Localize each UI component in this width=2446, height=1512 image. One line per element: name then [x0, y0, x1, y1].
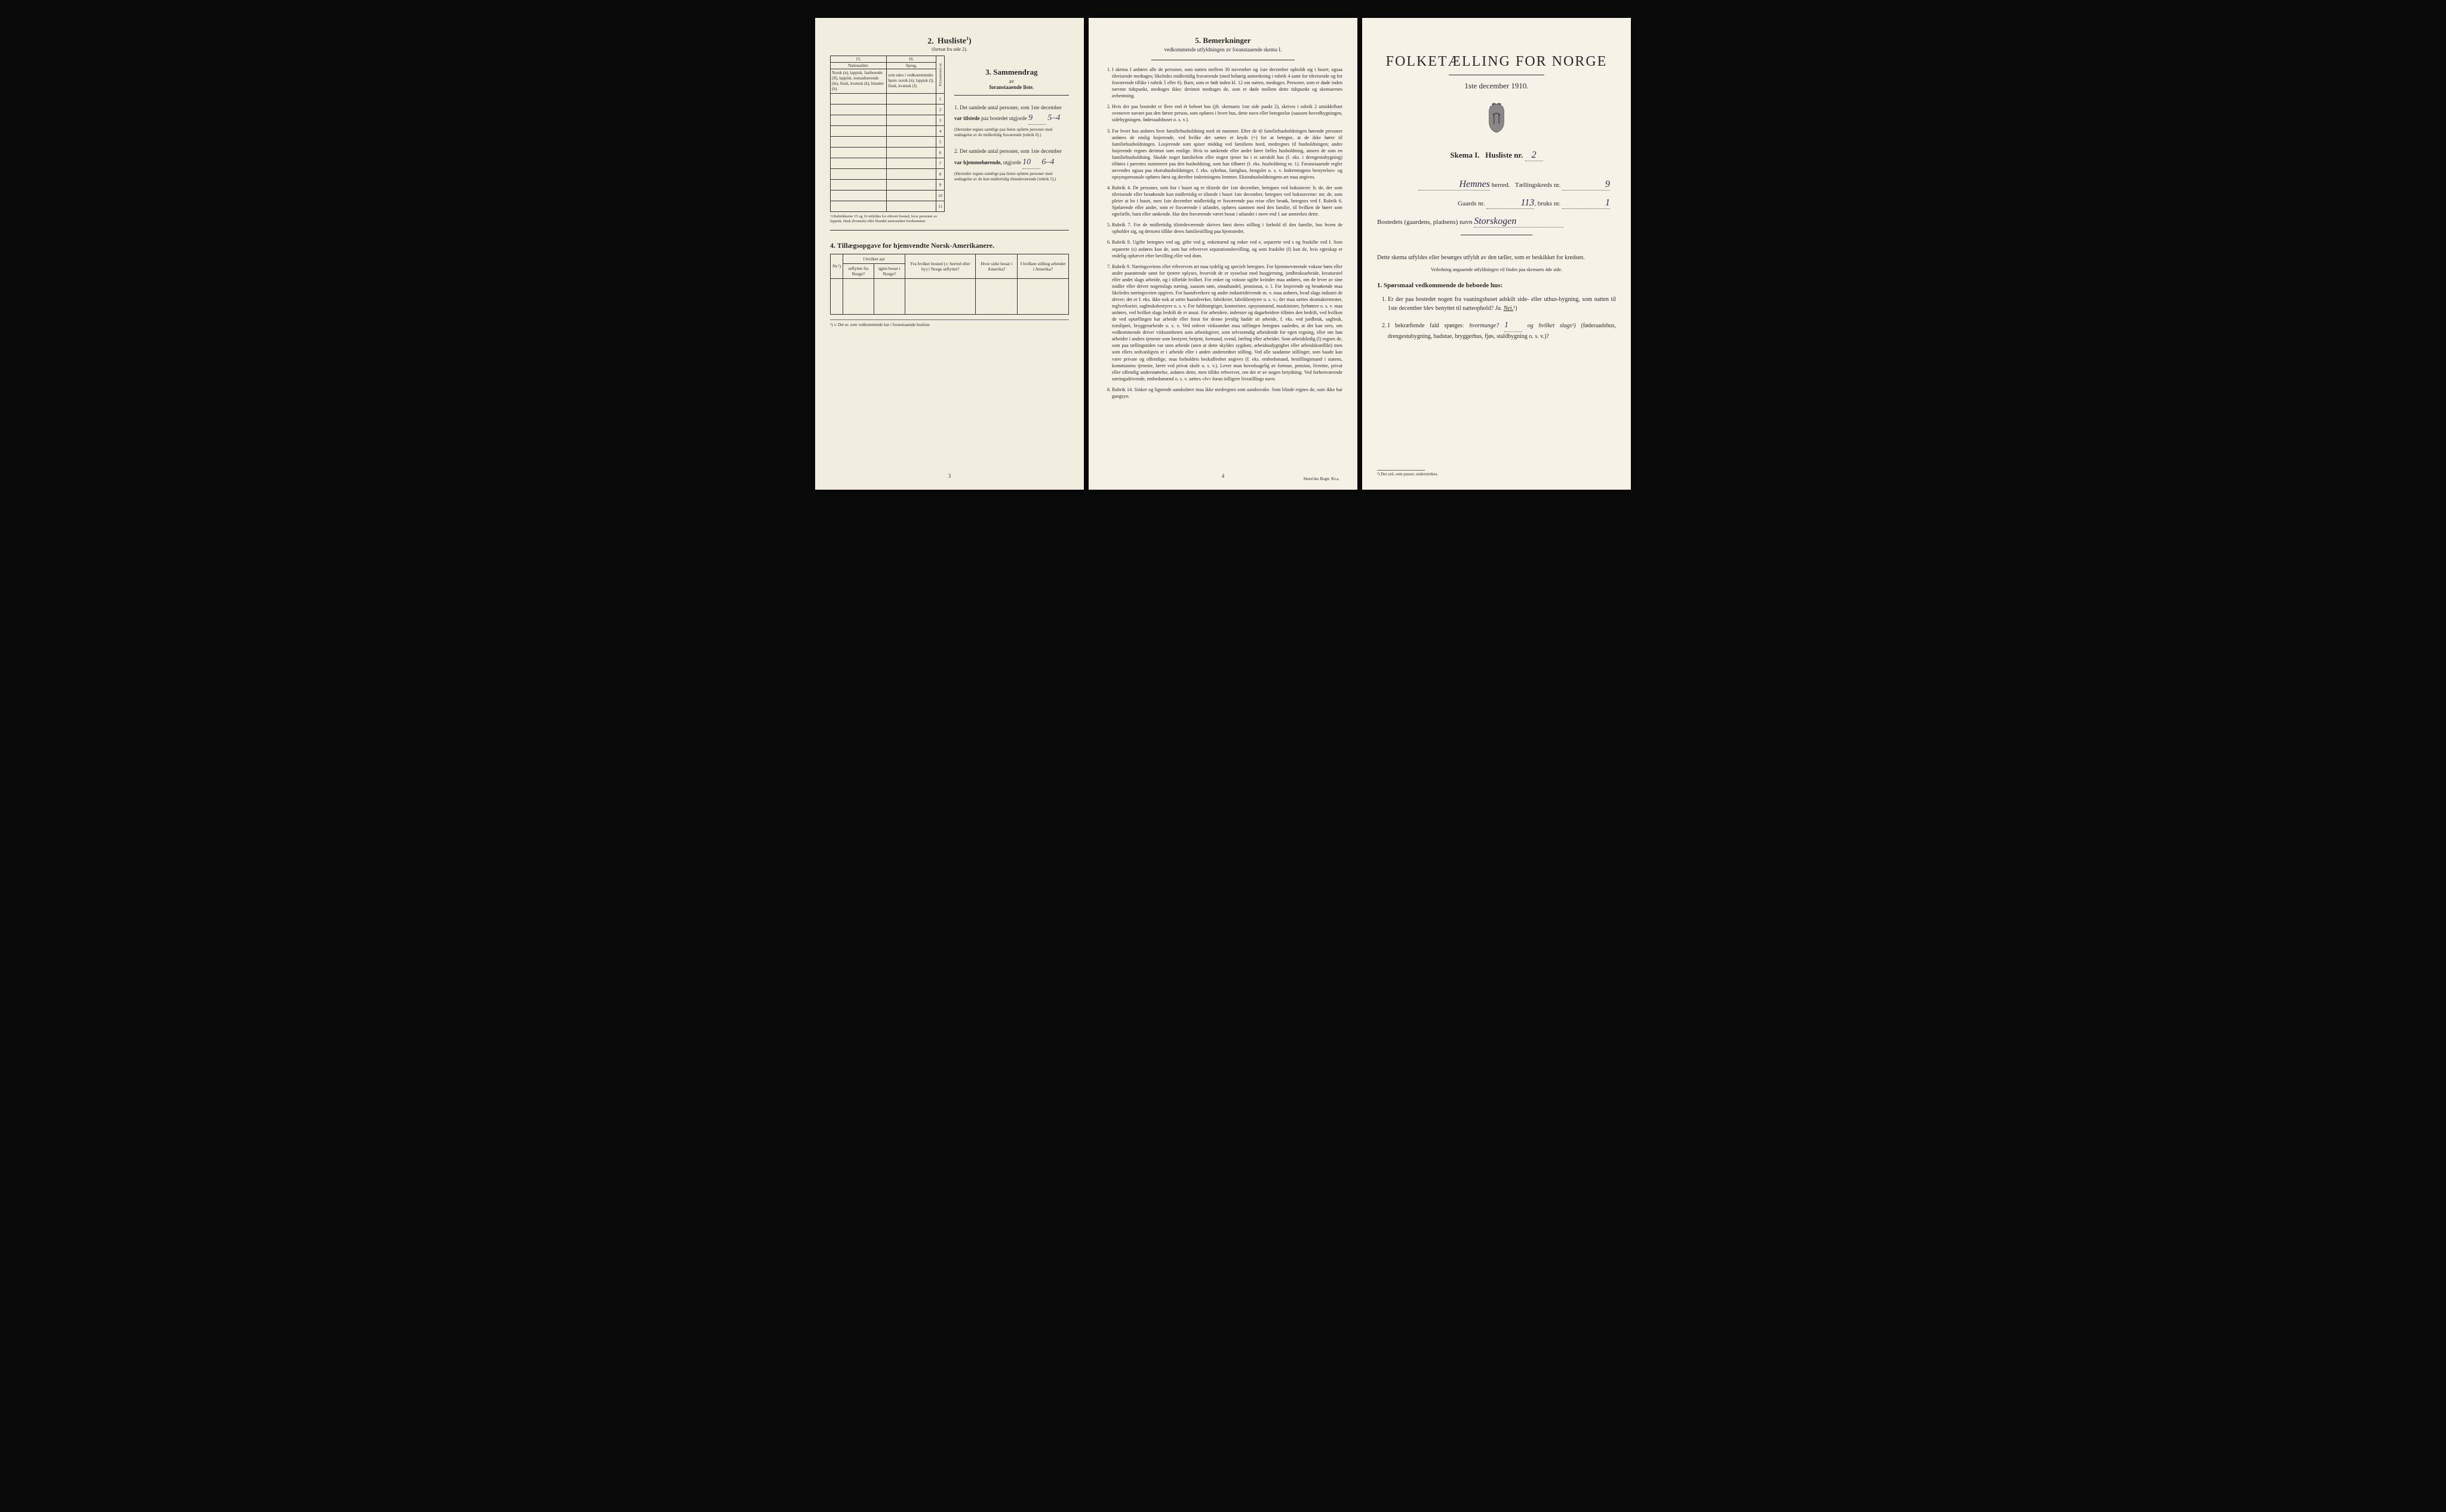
herred-value: Hemnes	[1418, 179, 1490, 190]
row-nr: 11	[936, 201, 945, 212]
bruks-nr-value: 1	[1562, 198, 1610, 209]
col-16-hdr: 16.	[887, 56, 936, 62]
husliste-nr-value: 2	[1525, 150, 1543, 161]
page-number-4: 4	[1222, 473, 1225, 479]
bemerkning-item: Hvis der paa bostedet er flere end ét be…	[1112, 103, 1342, 123]
bemerkning-item: Rubrik 14. Sinker og lignende aandssløve…	[1112, 386, 1342, 399]
section-2-number: 2.	[927, 37, 934, 47]
section-4-footnote: ²) ɔ: Det nr. som vedkommende har i fora…	[830, 322, 1069, 328]
question-list: Er der paa bostedet nogen fra vaaningshu…	[1377, 295, 1616, 341]
section-2-continued: (fortsat fra side 2).	[830, 47, 1069, 52]
table-15-16: 15. 16. Personernes nr. Nationalitet. Sp…	[830, 56, 945, 212]
page-number-3: 3	[948, 473, 951, 479]
section-3-sub2: foranstaaende liste.	[954, 84, 1069, 90]
question-header: 1. Spørsmaal vedkommende de beboede hus:	[1377, 282, 1616, 289]
section-4: 4. Tillægsopgave for hjemvendte Norsk-Am…	[830, 241, 1069, 328]
right-footnote: ¹) Det ord, som passer, understrekes.	[1377, 470, 1438, 477]
row-nr: 5	[936, 137, 945, 147]
item1-note: (Herunder regnes samtlige paa listen opf…	[954, 127, 1069, 138]
section-3-rule	[954, 95, 1069, 96]
bemerkning-item: Rubrik 7. For de midlertidig tilstedevær…	[1112, 222, 1342, 235]
hdr-stilling: I hvilken stilling arbeidet i Amerika?	[1018, 254, 1069, 278]
table-4: Nr.²) I hvilket aar Fra hvilket bosted (…	[830, 254, 1069, 315]
section-3-item2: 2. Det samlede antal personer, som 1ste …	[954, 147, 1069, 182]
kreds-nr-value: 9	[1562, 179, 1610, 190]
nat-body: Norsk (n), lappisk, fastboende (lf), lap…	[831, 69, 887, 93]
pers-nr-hdr: Personernes nr.	[936, 56, 945, 93]
section-2-header: 2. Husliste1)	[830, 36, 1069, 47]
hjemme-value: 10	[1022, 156, 1040, 169]
row-nr: 9	[936, 180, 945, 190]
hdr-fra-bosted: Fra hvilket bosted (ɔ: herred eller by) …	[905, 254, 976, 278]
ja-nei: Ja. Nei.¹)	[1495, 305, 1517, 312]
section-5-title: 5. Bemerkninger	[1104, 36, 1342, 45]
row-nr: 1	[936, 94, 945, 105]
rule	[830, 319, 1069, 320]
row-nr: 3	[936, 115, 945, 126]
sprog-hdr: Sprog,	[887, 62, 936, 69]
row-nr: 8	[936, 169, 945, 180]
bemerkninger-list: I skema I anføres alle de personer, som …	[1104, 66, 1342, 399]
row-nr: 4	[936, 126, 945, 137]
bemerkning-item: Rubrik 9. Næringsveiens eller erhvervets…	[1112, 263, 1342, 382]
section-2-footnote: ¹) Rubrikkerne 15 og 16 utfyldes for eth…	[830, 214, 945, 224]
row-nr: 10	[936, 190, 945, 201]
bosted-row: Bostedets (gaardens, pladsens) navn Stor…	[1377, 216, 1616, 228]
hdr-aar: I hvilket aar	[843, 254, 905, 263]
tilstede-value: 9	[1028, 112, 1046, 125]
row-nr: 6	[936, 147, 945, 158]
item2-note: (Herunder regnes samtlige paa listen opf…	[954, 171, 1069, 182]
bemerkning-item: For hvert hus anføres hver familiehushol…	[1112, 128, 1342, 181]
hdr-igjen: igjen bosat i Norge?	[874, 263, 905, 278]
page-3: 2. Husliste1) (fortsat fra side 2). 15. …	[815, 18, 1084, 490]
col-15-hdr: 15.	[831, 56, 887, 62]
instructions: Dette skema utfyldes eller besørges utfy…	[1377, 253, 1616, 262]
nationalitet-hdr: Nationalitet.	[831, 62, 887, 69]
hjemme-value-2: 6–4	[1041, 158, 1054, 167]
page-4: 5. Bemerkninger vedkommende utfyldningen…	[1089, 18, 1357, 490]
question-1: Er der paa bostedet nogen fra vaaningshu…	[1388, 295, 1616, 313]
bemerkning-item: Rubrik 8. Ugifte betegnes ved ug, gifte …	[1112, 239, 1342, 259]
question-2: I bekræftende fald spørges: hvormange? 1…	[1388, 319, 1616, 341]
census-date: 1ste december 1910.	[1377, 81, 1616, 91]
section-3-sub1: av	[954, 78, 1069, 84]
section-3-title: 3. Sammendrag	[954, 67, 1069, 77]
hdr-nr: Nr.²)	[831, 254, 843, 278]
bemerkning-item: Rubrik 4. De personer, som bor i huset o…	[1112, 185, 1342, 217]
bemerkning-item: I skema I anføres alle de personer, som …	[1112, 66, 1342, 99]
section-5-subtitle: vedkommende utfyldningen av foranstaaend…	[1104, 47, 1342, 53]
main-title: FOLKETÆLLING FOR NORGE	[1377, 54, 1616, 70]
sprog-body: som tales i vedkommendes hjem: norsk (n)…	[887, 69, 936, 93]
bosted-value: Storskogen	[1474, 216, 1563, 228]
row-nr: 2	[936, 105, 945, 115]
herred-row: Hemnes herred. Tællingskreds nr. 9	[1377, 179, 1616, 190]
printer-credit: Steen'ske Bogtr. Kr.a.	[1303, 477, 1339, 481]
gaards-nr-value: 113	[1486, 198, 1534, 209]
page-1-cover: FOLKETÆLLING FOR NORGE 1ste december 191…	[1362, 18, 1631, 490]
rule	[830, 230, 1069, 231]
row-nr: 7	[936, 158, 945, 169]
hvormange-value: 1	[1504, 319, 1522, 332]
hdr-utflyttet: utflyttet fra Norge?	[843, 263, 874, 278]
hdr-hvor-sidst: Hvor sidst bosat i Amerika?	[976, 254, 1018, 278]
skema-line: Skema I. Husliste nr. 2	[1377, 150, 1616, 161]
section-3: 3. Sammendrag av foranstaaende liste. 1.…	[954, 56, 1069, 182]
coat-of-arms-icon	[1377, 103, 1616, 136]
gaards-row: Gaards nr. 113, bruks nr. 1	[1377, 198, 1616, 209]
instructions-sub: Veiledning angaaende utfyldningen vil fi…	[1377, 267, 1616, 272]
section-3-item1: 1. Det samlede antal personer, som 1ste …	[954, 104, 1069, 139]
section-2-title: Husliste1)	[938, 36, 972, 47]
section-4-title: 4. Tillægsopgave for hjemvendte Norsk-Am…	[830, 241, 1069, 250]
tilstede-value-2: 5–4	[1047, 113, 1060, 122]
